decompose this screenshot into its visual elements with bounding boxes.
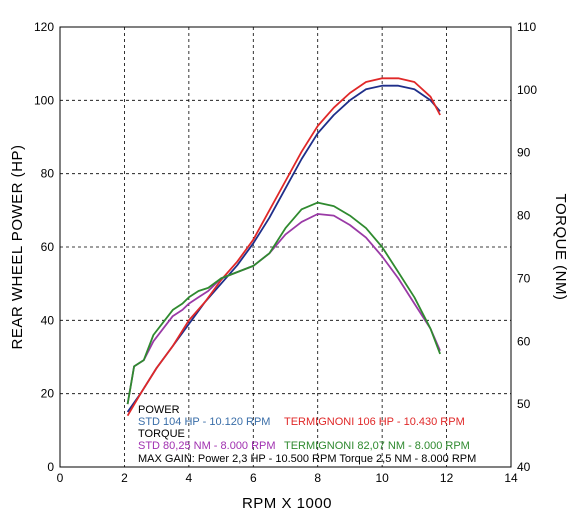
std-torque-label: STD 80,25 NM - 8.000 RPM [138, 440, 276, 452]
std-power-label: STD 104 HP - 10.120 RPM [138, 416, 270, 428]
y-right-tick-90: 90 [517, 146, 531, 160]
y-left-tick-labels: 0 20 40 60 80 100 120 [34, 20, 54, 474]
x-tick-8: 8 [314, 471, 321, 485]
series-line-term-torque [126, 201, 441, 405]
y-right-tick-50: 50 [517, 397, 531, 411]
y-left-tick-120: 120 [34, 20, 54, 34]
x-tick-4: 4 [186, 471, 193, 485]
torque-heading: TORQUE [138, 428, 185, 440]
y-right-tick-80: 80 [517, 209, 531, 223]
y-left-tick-0: 0 [47, 460, 54, 474]
series-line-term-power [126, 77, 441, 417]
y-right-tick-70: 70 [517, 271, 531, 285]
x-tick-14: 14 [504, 471, 518, 485]
x-tick-labels: 0 2 4 6 8 10 12 14 [57, 471, 518, 485]
y-left-tick-40: 40 [41, 313, 55, 327]
y-right-axis-label: TORQUE (NM) [552, 194, 569, 301]
plot-area [59, 26, 512, 468]
y-right-tick-labels: 40 50 60 70 80 90 100 110 [517, 20, 537, 474]
x-tick-0: 0 [57, 471, 64, 485]
series-lines [126, 77, 441, 417]
max-gain-label: MAX GAIN: Power 2,3 HP - 10.500 RPM Torq… [138, 453, 476, 465]
y-left-tick-100: 100 [34, 93, 54, 107]
term-torque-label: TERMIGNONI 82,07 NM - 8.000 RPM [284, 440, 470, 452]
x-tick-2: 2 [121, 471, 128, 485]
y-right-tick-60: 60 [517, 334, 531, 348]
power-heading: POWER [138, 404, 180, 416]
term-power-label: TERMIGNONI 106 HP - 10.430 RPM [284, 416, 465, 428]
x-axis-label: RPM X 1000 [242, 495, 332, 512]
x-tick-12: 12 [440, 471, 454, 485]
y-right-tick-110: 110 [517, 20, 536, 34]
y-left-axis-label: REAR WHEEL POWER (HP) [9, 145, 26, 350]
legend-annotations: POWER STD 104 HP - 10.120 RPM TERMIGNONI… [138, 404, 476, 465]
y-left-tick-80: 80 [41, 167, 55, 181]
x-tick-6: 6 [250, 471, 257, 485]
y-left-tick-60: 60 [41, 240, 55, 254]
y-right-tick-100: 100 [517, 83, 537, 97]
grid-lines [60, 27, 511, 467]
x-tick-10: 10 [375, 471, 389, 485]
y-left-tick-20: 20 [41, 387, 55, 401]
y-right-tick-40: 40 [517, 460, 531, 474]
